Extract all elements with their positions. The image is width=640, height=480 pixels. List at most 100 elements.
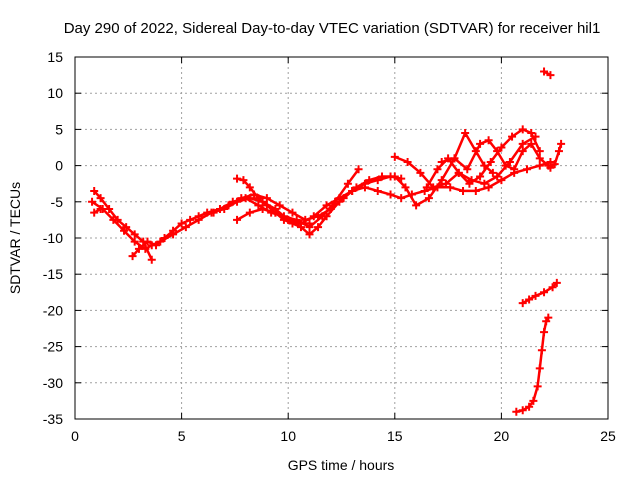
data-point <box>512 407 521 416</box>
data-point <box>152 241 161 250</box>
data-point <box>88 197 97 206</box>
data-point <box>194 212 203 221</box>
data-point <box>181 223 190 232</box>
axis-ticks: 0 5 10 15 20 25 -35 -30 -25 -20 -15 -10 -5 0 5 10 15 <box>43 49 616 444</box>
series-arc-13 <box>512 313 553 416</box>
data-point <box>134 244 143 253</box>
data-point <box>540 288 549 297</box>
data-point <box>128 252 137 261</box>
data-point <box>505 157 514 166</box>
data-point <box>508 132 517 141</box>
data-point <box>109 215 118 224</box>
y-tick-label: -5 <box>51 194 64 210</box>
data-point <box>484 183 493 192</box>
data-point <box>550 160 559 169</box>
data-point <box>412 201 421 210</box>
data-point <box>459 186 468 195</box>
data-point <box>326 205 335 214</box>
data-point <box>130 230 139 239</box>
data-point <box>484 136 493 145</box>
data-point <box>262 201 271 210</box>
data-point <box>401 183 410 192</box>
data-point <box>130 237 139 246</box>
data-point <box>518 299 527 308</box>
x-tick-label: 5 <box>178 428 186 444</box>
data-point <box>305 230 314 239</box>
data-point <box>433 165 442 174</box>
data-point <box>527 139 536 148</box>
y-tick-label: -35 <box>43 411 63 427</box>
data-point <box>120 226 129 235</box>
data-point <box>554 147 563 156</box>
data-series <box>88 67 566 416</box>
data-point <box>237 194 246 203</box>
data-point <box>544 313 553 322</box>
data-point <box>546 163 555 172</box>
data-point <box>540 328 549 337</box>
data-point <box>493 147 502 156</box>
chart-title: Day 290 of 2022, Sidereal Day-to-day VTE… <box>64 20 601 37</box>
data-point <box>233 174 242 183</box>
y-tick-label: -25 <box>43 339 63 355</box>
data-point <box>390 172 399 181</box>
data-point <box>497 143 506 152</box>
data-point <box>422 183 431 192</box>
data-point <box>90 186 99 195</box>
data-point <box>250 190 259 199</box>
data-point <box>147 255 156 264</box>
data-point <box>352 183 361 192</box>
data-point <box>322 201 331 210</box>
data-point <box>403 157 412 166</box>
series-line <box>549 142 563 170</box>
x-tick-label: 0 <box>71 428 79 444</box>
data-point <box>454 168 463 177</box>
y-tick-label: -20 <box>43 302 63 318</box>
y-tick-label: 5 <box>55 121 63 137</box>
data-point <box>450 154 459 163</box>
data-point <box>518 406 527 415</box>
y-tick-label: -15 <box>43 266 63 282</box>
data-point <box>262 194 271 203</box>
data-point <box>339 194 348 203</box>
data-point <box>531 291 540 300</box>
data-point <box>378 172 387 181</box>
data-point <box>437 176 446 185</box>
data-point <box>254 201 263 210</box>
data-point <box>540 67 549 76</box>
data-point <box>476 172 485 181</box>
x-tick-label: 20 <box>494 428 510 444</box>
x-tick-label: 10 <box>280 428 296 444</box>
series-arc-10 <box>437 136 553 174</box>
series-arc-3 <box>90 205 105 217</box>
data-point <box>186 215 195 224</box>
data-point <box>441 179 450 188</box>
data-point <box>525 402 534 411</box>
data-point <box>424 194 433 203</box>
data-point <box>305 223 314 232</box>
y-tick-label: 10 <box>47 85 63 101</box>
series-line <box>515 316 550 414</box>
data-point <box>143 237 152 246</box>
data-point <box>535 364 544 373</box>
data-point <box>301 215 310 224</box>
data-point <box>463 165 472 174</box>
data-point <box>525 295 534 304</box>
data-point <box>527 129 536 138</box>
data-point <box>245 183 254 192</box>
grid-lines <box>75 57 608 419</box>
data-point <box>314 212 323 221</box>
data-point <box>284 215 293 224</box>
y-axis-label: SDTVAR / TECUs <box>7 182 23 294</box>
data-point <box>529 396 538 405</box>
data-point <box>90 208 99 217</box>
y-tick-label: 0 <box>55 158 63 174</box>
data-point <box>258 205 267 214</box>
series-line <box>90 196 311 251</box>
data-point <box>557 139 566 148</box>
data-point <box>548 283 557 292</box>
data-point <box>480 179 489 188</box>
series-arc-11 <box>540 67 555 80</box>
data-point <box>537 346 546 355</box>
data-point <box>288 208 297 217</box>
